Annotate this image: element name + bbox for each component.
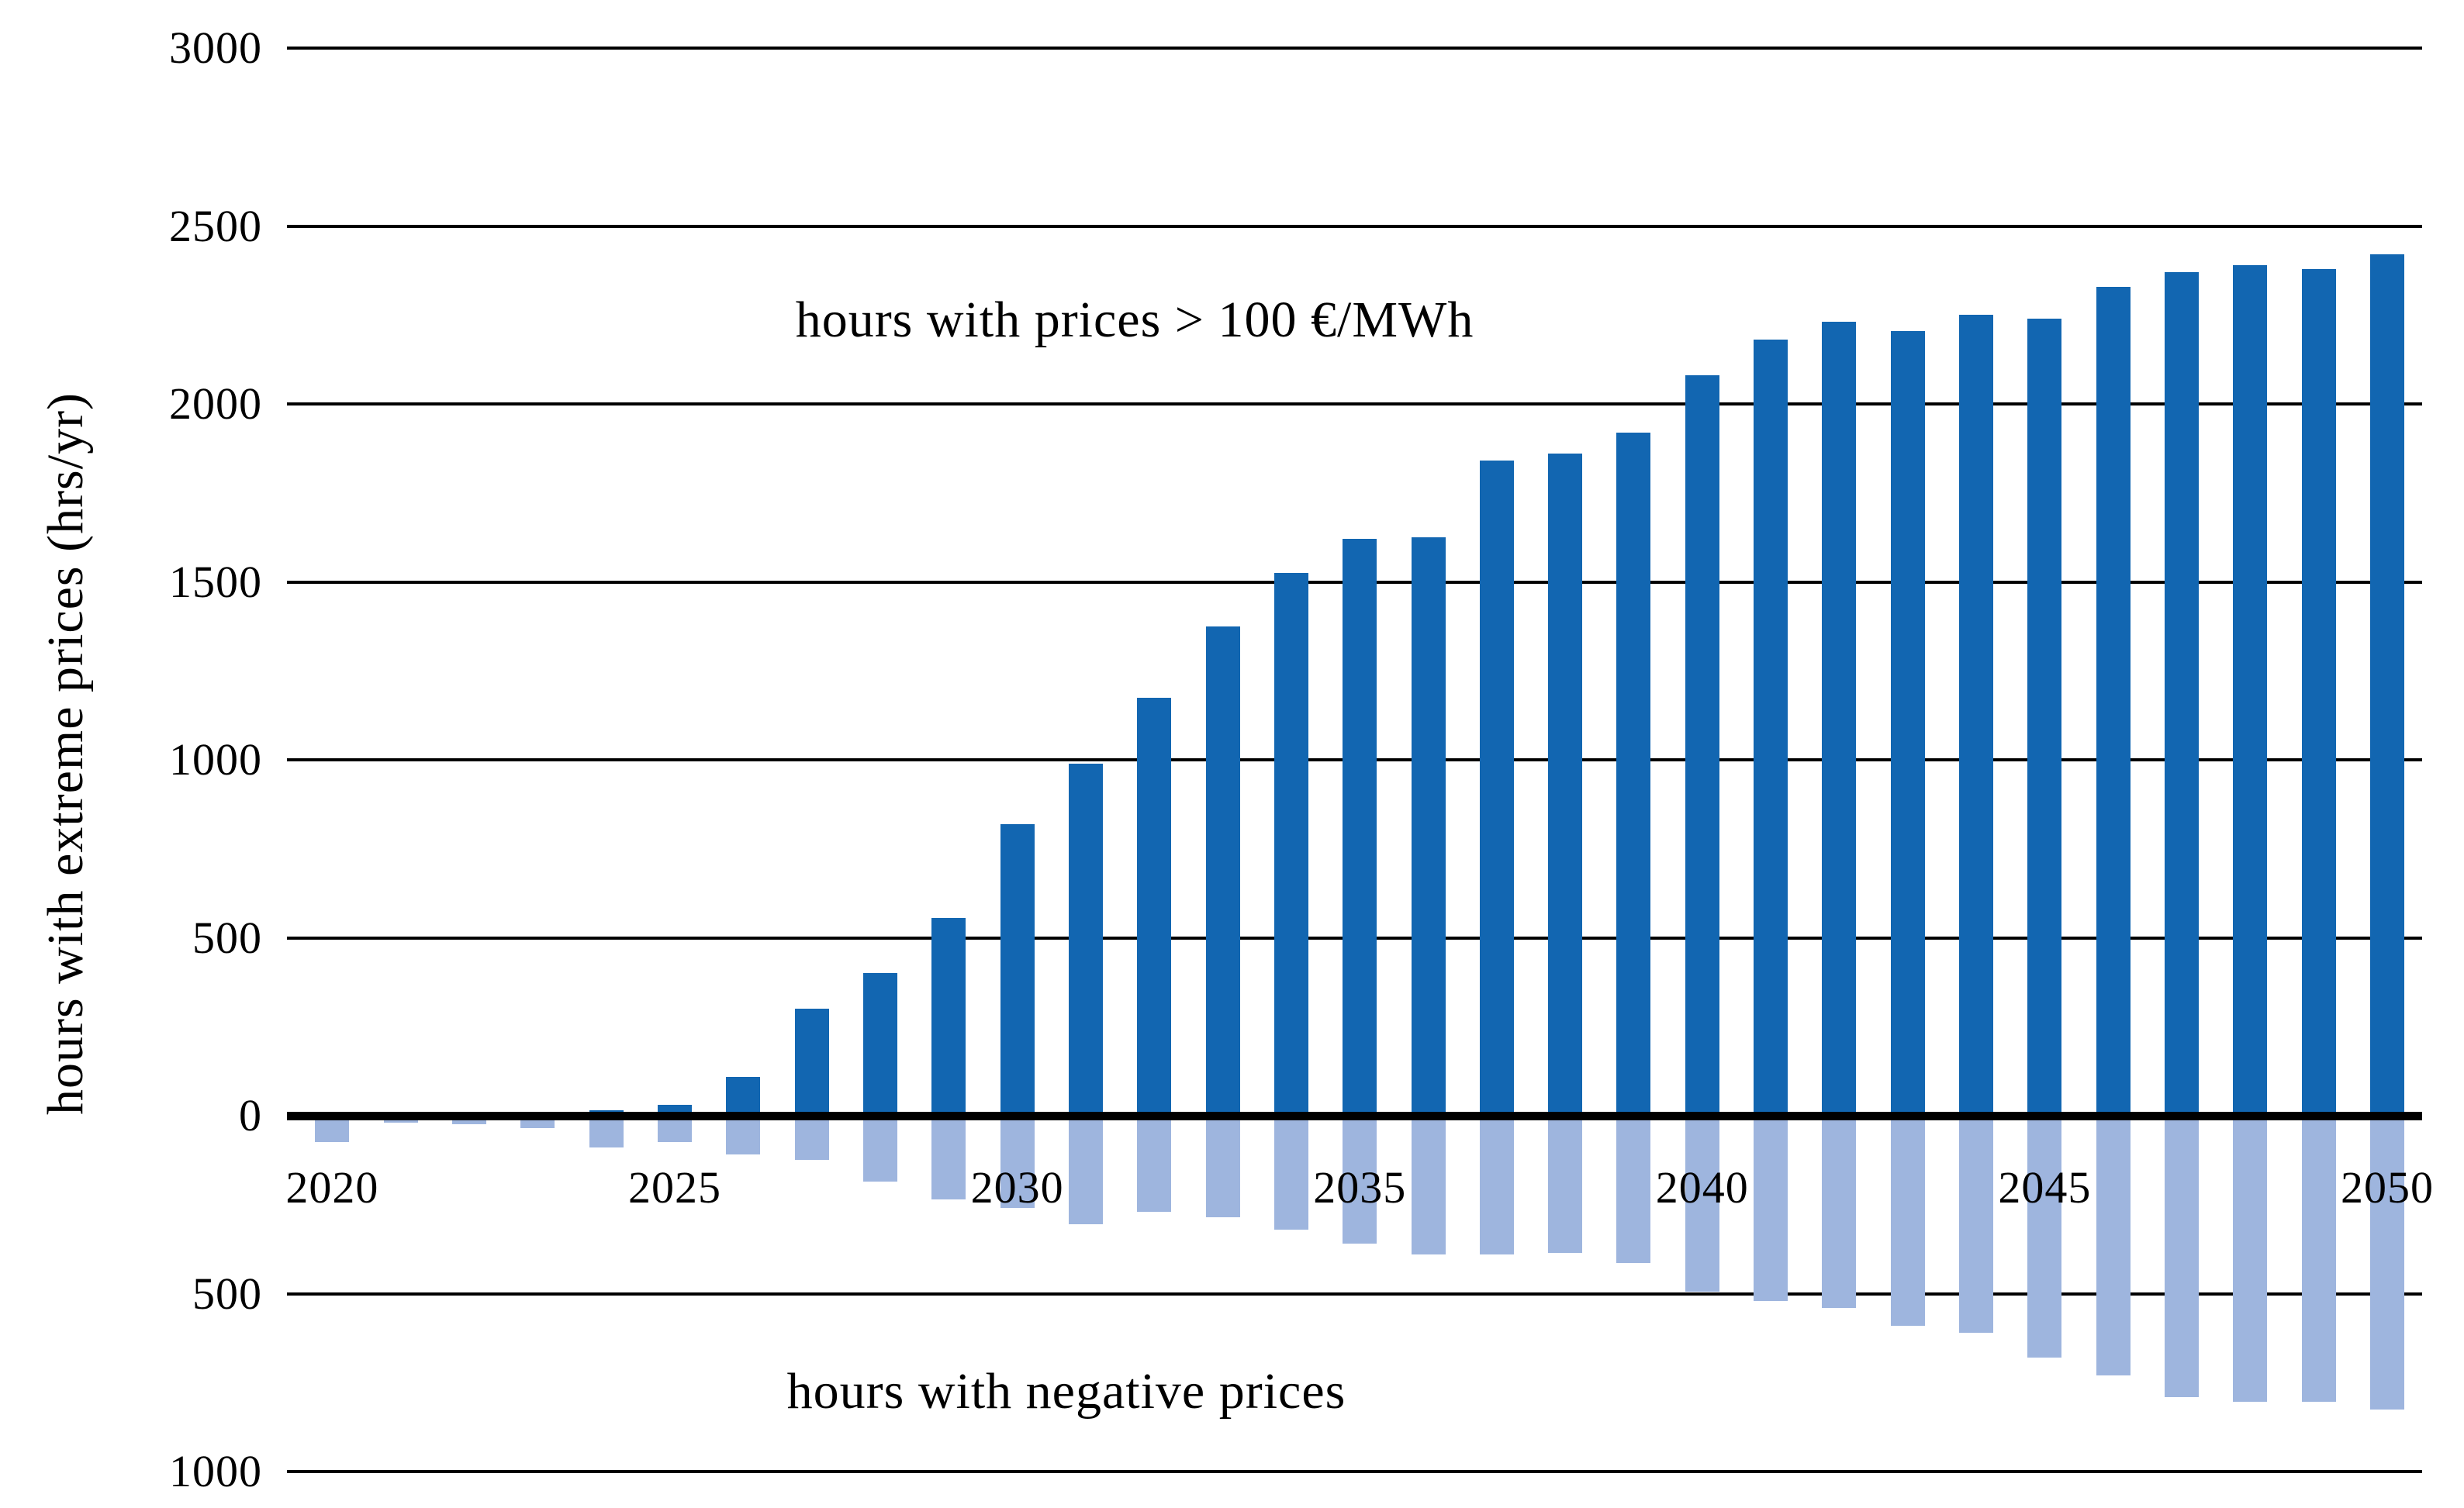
x-tick-label-2030: 2030 — [970, 1162, 1064, 1213]
bar-2032-positive — [1137, 697, 1172, 1116]
bar-2044-positive — [1959, 315, 1994, 1116]
bar-2027-negative — [794, 1116, 829, 1161]
y-tick-label-2000: 2000 — [169, 378, 262, 429]
bar-2045-positive — [2027, 318, 2062, 1116]
y-tick-label-1000: 1000 — [169, 734, 262, 785]
bar-2045-negative — [2027, 1116, 2062, 1358]
x-tick-label-2020: 2020 — [285, 1162, 379, 1213]
bar-2043-negative — [1890, 1116, 1925, 1326]
y-tick-label--500: 500 — [192, 1268, 262, 1319]
x-tick-label-2025: 2025 — [628, 1162, 721, 1213]
x-axis-zero-line — [287, 1111, 2422, 1120]
bar-2036-negative — [1411, 1116, 1446, 1254]
bar-2046-positive — [2096, 286, 2131, 1116]
x-tick-label-2045: 2045 — [1998, 1162, 2092, 1213]
annotation-negative-series: hours with negative prices — [786, 1363, 1346, 1420]
annotation-positive-series: hours with prices > 100 €/MWh — [795, 292, 1474, 348]
bar-2048-negative — [2233, 1116, 2268, 1403]
y-tick-label--1000: 1000 — [169, 1446, 262, 1496]
bar-2036-positive — [1411, 537, 1446, 1116]
bar-2025-negative — [658, 1116, 692, 1143]
bar-2044-negative — [1959, 1116, 1994, 1333]
bar-2040-negative — [1685, 1116, 1719, 1292]
bar-2027-positive — [794, 1009, 829, 1116]
bar-2031-negative — [1068, 1116, 1103, 1224]
bar-2047-positive — [2165, 272, 2200, 1116]
bar-2050-negative — [2370, 1116, 2404, 1410]
y-tick-label-2500: 2500 — [169, 200, 262, 251]
bar-2038-negative — [1548, 1116, 1583, 1253]
bar-2050-positive — [2370, 254, 2404, 1116]
gridline-y--500 — [287, 1292, 2422, 1296]
bar-2043-positive — [1890, 330, 1925, 1116]
bar-2030-positive — [1000, 823, 1035, 1116]
bar-2028-negative — [862, 1116, 897, 1182]
bar-2049-negative — [2301, 1116, 2336, 1403]
bar-2033-negative — [1205, 1116, 1240, 1217]
bar-2024-negative — [589, 1116, 624, 1148]
bar-2039-positive — [1616, 432, 1651, 1116]
bar-2031-positive — [1068, 763, 1103, 1116]
bar-2046-negative — [2096, 1116, 2131, 1376]
bar-2042-negative — [1822, 1116, 1857, 1308]
gridline-y--1000 — [287, 1470, 2422, 1473]
bar-2037-negative — [1479, 1116, 1514, 1254]
bar-2037-positive — [1479, 461, 1514, 1116]
bar-2048-positive — [2233, 264, 2268, 1116]
bar-2042-positive — [1822, 322, 1857, 1116]
bar-2034-positive — [1273, 573, 1308, 1116]
bar-2020-negative — [315, 1116, 350, 1143]
x-tick-label-2050: 2050 — [2341, 1162, 2434, 1213]
bar-2041-positive — [1754, 340, 1788, 1116]
x-tick-label-2035: 2035 — [1313, 1162, 1407, 1213]
bar-2039-negative — [1616, 1116, 1651, 1264]
bar-2029-negative — [931, 1116, 966, 1199]
bar-2047-negative — [2165, 1116, 2200, 1397]
bar-2032-negative — [1137, 1116, 1172, 1212]
bar-2033-positive — [1205, 626, 1240, 1116]
y-tick-label-3000: 3000 — [169, 22, 262, 73]
bar-2030-negative — [1000, 1116, 1035, 1209]
bar-2041-negative — [1754, 1116, 1788, 1301]
gridline-y-2000 — [287, 402, 2422, 405]
y-tick-label-0: 0 — [239, 1090, 262, 1140]
y-tick-label-500: 500 — [192, 912, 262, 963]
bar-2035-positive — [1343, 539, 1377, 1116]
bar-2026-positive — [726, 1076, 761, 1116]
bar-2040-positive — [1685, 375, 1719, 1116]
bar-2022-negative — [452, 1116, 487, 1125]
bar-2029-positive — [931, 918, 966, 1116]
gridline-y-2500 — [287, 224, 2422, 228]
bar-2038-positive — [1548, 454, 1583, 1116]
bar-2028-positive — [862, 973, 897, 1116]
bar-2034-negative — [1273, 1116, 1308, 1230]
y-tick-label-1500: 1500 — [169, 556, 262, 607]
gridline-y-3000 — [287, 47, 2422, 50]
bar-2035-negative — [1343, 1116, 1377, 1244]
bar-2026-negative — [726, 1116, 761, 1155]
x-tick-label-2040: 2040 — [1655, 1162, 1749, 1213]
bar-2049-positive — [2301, 268, 2336, 1116]
